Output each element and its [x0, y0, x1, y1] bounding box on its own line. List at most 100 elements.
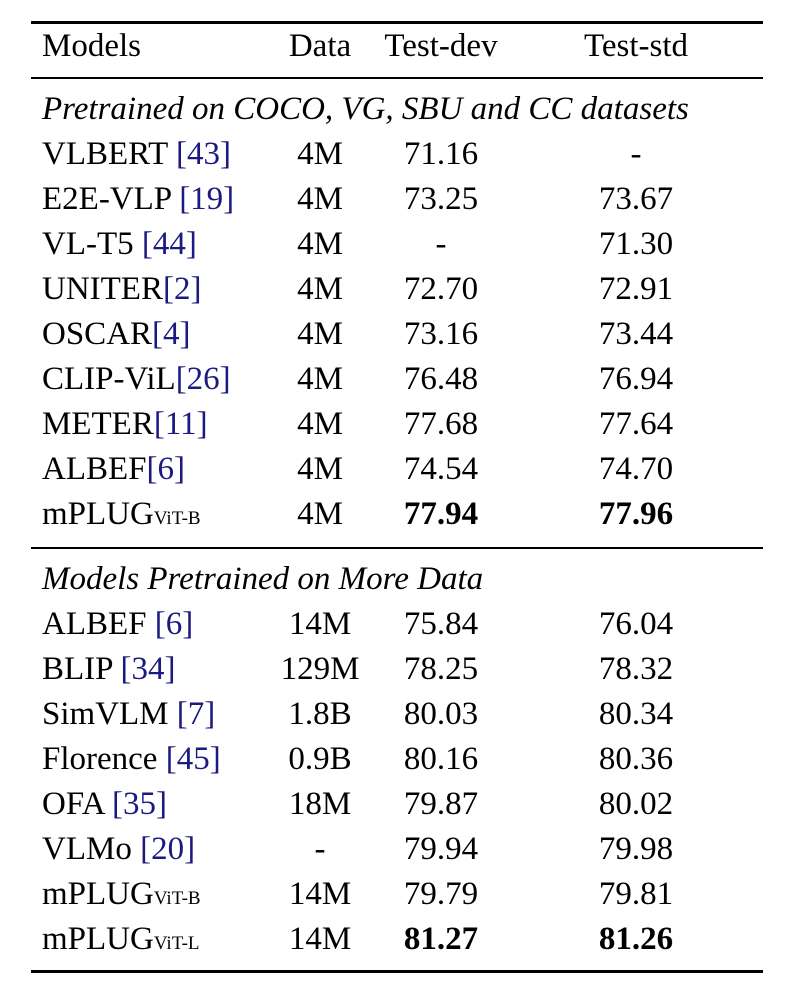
citation-link[interactable]: [43] [176, 136, 231, 172]
table-row: mPLUGViT-B 4M 77.94 77.96 [0, 492, 788, 537]
data-cell: 129M [280, 651, 360, 687]
model-name: Florence [42, 741, 166, 777]
citation-link[interactable]: [2] [162, 271, 202, 307]
data-cell: 4M [297, 181, 343, 217]
table-row: mPLUGViT-B 14M 79.79 79.81 [0, 872, 788, 917]
citation-link[interactable]: [11] [153, 406, 208, 442]
model-name: ALBEF [42, 451, 147, 487]
model-name: UNITER [42, 271, 163, 307]
citation-link[interactable]: [34] [120, 651, 176, 687]
test-std-cell: 73.44 [598, 316, 674, 352]
citation-link[interactable]: [20] [140, 831, 196, 867]
model-cell: mPLUGViT-B [42, 492, 201, 541]
table-row: UNITER[2] 4M 72.70 72.91 [0, 267, 788, 312]
table-row: Florence [45] 0.9B 80.16 80.36 [0, 737, 788, 782]
table-row: VLMo [20] - 79.94 79.98 [0, 827, 788, 872]
data-cell: 1.8B [288, 696, 352, 732]
table-row: ALBEF [6] 14M 75.84 76.04 [0, 602, 788, 647]
model-cell: mPLUGViT-L [42, 917, 200, 966]
model-name: OSCAR [42, 316, 153, 352]
header-test-std: Test-std [583, 28, 688, 64]
model-cell: VLBERT [43] [42, 132, 231, 177]
section-title: Models Pretrained on More Data [42, 561, 484, 597]
header-test-dev: Test-dev [384, 28, 498, 64]
model-cell: OSCAR[4] [42, 312, 191, 357]
test-std-cell: 74.70 [598, 451, 674, 487]
test-dev-cell: 72.70 [403, 271, 479, 307]
test-dev-cell: 78.25 [403, 651, 479, 687]
citation-link[interactable]: [4] [152, 316, 191, 352]
table-row: VL-T5 [44] 4M - 71.30 [0, 222, 788, 267]
data-cell: 4M [297, 361, 343, 397]
test-dev-cell: 79.94 [403, 831, 479, 867]
test-dev-cell: 74.54 [403, 451, 479, 487]
data-cell: 0.9B [288, 741, 352, 777]
test-std-cell: 77.64 [598, 406, 674, 442]
model-variant: ViT-B [153, 508, 201, 529]
data-cell: 4M [297, 451, 343, 487]
model-cell: Florence [45] [42, 737, 221, 782]
data-cell: 4M [297, 271, 343, 307]
model-cell: SimVLM [7] [42, 692, 215, 737]
model-variant: ViT-L [153, 933, 200, 954]
section-rule [31, 547, 763, 549]
model-name: VL-T5 [42, 226, 142, 262]
model-name: BLIP [42, 651, 121, 687]
citation-link[interactable]: [45] [165, 741, 221, 777]
table-row: ALBEF[6] 4M 74.54 74.70 [0, 447, 788, 492]
model-name: CLIP-ViL [42, 361, 176, 397]
citation-link[interactable]: [26] [175, 361, 231, 397]
model-cell: UNITER[2] [42, 267, 201, 312]
test-std-cell: 77.96 [598, 496, 674, 532]
table-row: E2E-VLP [19] 4M 73.25 73.67 [0, 177, 788, 222]
test-std-cell: - [630, 136, 642, 172]
citation-link[interactable]: [7] [176, 696, 216, 732]
model-cell: ALBEF[6] [42, 447, 185, 492]
citation-link[interactable]: [6] [154, 606, 194, 642]
test-dev-cell: 77.94 [403, 496, 479, 532]
table-row: mPLUGViT-L 14M 81.27 81.26 [0, 917, 788, 962]
test-dev-cell: 76.48 [403, 361, 479, 397]
test-std-cell: 76.94 [598, 361, 674, 397]
table-row: BLIP [34] 129M 78.25 78.32 [0, 647, 788, 692]
model-cell: E2E-VLP [19] [42, 177, 234, 222]
model-name: OFA [42, 786, 112, 822]
test-std-cell: 71.30 [598, 226, 674, 262]
data-cell: - [314, 831, 326, 867]
data-cell: 14M [288, 606, 352, 642]
header-row: Models Data Test-dev Test-std [0, 24, 788, 69]
data-cell: 4M [297, 496, 343, 532]
test-dev-cell: 80.03 [403, 696, 479, 732]
test-dev-cell: 79.79 [403, 876, 479, 912]
test-std-cell: 80.36 [598, 741, 674, 777]
test-std-cell: 78.32 [598, 651, 674, 687]
model-name: VLBERT [42, 136, 176, 172]
header-data: Data [288, 28, 352, 64]
citation-link[interactable]: [44] [141, 226, 197, 262]
data-cell: 4M [297, 136, 343, 172]
citation-link[interactable]: [6] [146, 451, 185, 487]
data-cell: 4M [297, 406, 343, 442]
section-title: Pretrained on COCO, VG, SBU and CC datas… [42, 91, 689, 127]
data-cell: 4M [297, 226, 343, 262]
test-std-cell: 73.67 [598, 181, 674, 217]
data-cell: 14M [288, 876, 352, 912]
citation-link[interactable]: [35] [112, 786, 167, 822]
test-dev-cell: 73.25 [403, 181, 479, 217]
test-dev-cell: 75.84 [403, 606, 479, 642]
data-cell: 4M [297, 316, 343, 352]
model-cell: VL-T5 [44] [42, 222, 197, 267]
test-dev-cell: 71.16 [403, 136, 479, 172]
model-name: mPLUG [42, 496, 154, 532]
model-cell: ALBEF [6] [42, 602, 193, 647]
test-std-cell: 79.98 [598, 831, 674, 867]
test-dev-cell: 73.16 [403, 316, 479, 352]
test-dev-cell: 79.87 [403, 786, 479, 822]
model-cell: OFA [35] [42, 782, 167, 827]
model-cell: mPLUGViT-B [42, 872, 201, 921]
citation-link[interactable]: [19] [179, 181, 235, 217]
header-rule [31, 77, 763, 79]
model-name: mPLUG [42, 876, 154, 912]
model-name: ALBEF [42, 606, 155, 642]
model-cell: VLMo [20] [42, 827, 195, 872]
